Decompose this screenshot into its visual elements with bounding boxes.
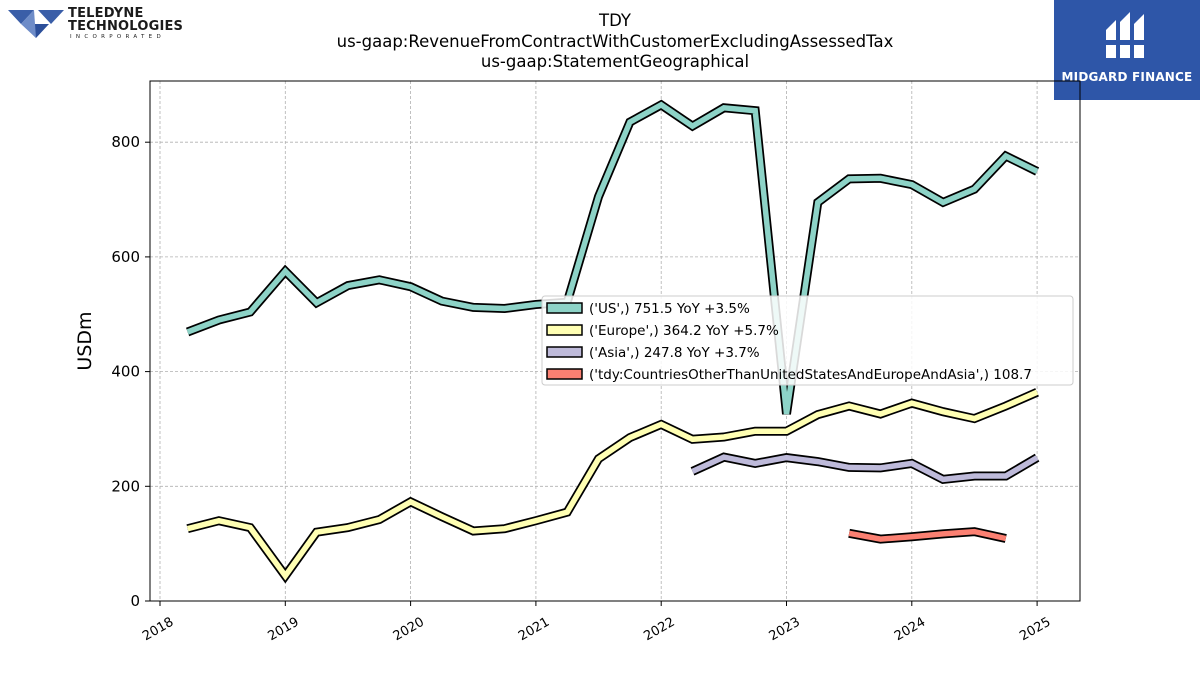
legend-label-0: ('US',) 751.5 YoY +3.5% bbox=[589, 301, 750, 317]
y-tick-label: 800 bbox=[111, 133, 140, 151]
legend-box bbox=[541, 295, 1074, 386]
series-line-3 bbox=[848, 528, 1007, 542]
x-tick-label: 2020 bbox=[391, 615, 427, 645]
teledyne-logo-line3: INCORPORATED bbox=[70, 34, 165, 40]
teledyne-emblem-icon bbox=[8, 10, 64, 38]
midgard-finance-logo: MIDGARD FINANCE bbox=[1054, 0, 1200, 100]
legend-swatch-0 bbox=[546, 302, 583, 314]
teledyne-logo-line2: TECHNOLOGIES bbox=[68, 19, 184, 34]
y-tick-label: 200 bbox=[111, 477, 140, 495]
chart-subtitle-concept: us-gaap:RevenueFromContractWithCustomerE… bbox=[336, 32, 894, 51]
chart-subtitle-axis: us-gaap:StatementGeographical bbox=[480, 52, 750, 71]
x-tick-label: 2024 bbox=[892, 615, 928, 645]
y-tick-label: 0 bbox=[130, 592, 140, 610]
midgard-brand-text: MIDGARD FINANCE bbox=[1061, 70, 1193, 84]
plot-frame bbox=[149, 80, 1081, 602]
series-line-0 bbox=[186, 101, 1039, 415]
series-line-1 bbox=[186, 389, 1039, 581]
series-outline-1 bbox=[186, 388, 1039, 584]
legend-swatch-3 bbox=[546, 368, 583, 380]
series-line-2 bbox=[691, 454, 1039, 483]
x-tick-label: 2018 bbox=[140, 615, 176, 645]
x-tick-label: 2025 bbox=[1017, 615, 1053, 645]
x-tick-label: 2023 bbox=[767, 615, 803, 645]
legend-swatch-1 bbox=[546, 324, 583, 336]
y-axis-label: USDm bbox=[74, 311, 96, 370]
chart-title: TDY bbox=[599, 11, 631, 30]
legend: ('US',) 751.5 YoY +3.5% ('Europe',) 364.2… bbox=[541, 295, 1074, 386]
y-tick-label: 400 bbox=[111, 363, 140, 381]
legend-swatch-2 bbox=[546, 346, 583, 358]
teledyne-logo: TELEDYNE TECHNOLOGIES INCORPORATED bbox=[6, 6, 183, 44]
x-tick-label: 2022 bbox=[641, 615, 677, 645]
teledyne-logo-line1: TELEDYNE bbox=[68, 6, 144, 21]
x-tick-label: 2021 bbox=[516, 615, 552, 645]
legend-label-3: ('tdy:CountriesOtherThanUnitedStatesAndE… bbox=[589, 367, 1032, 383]
x-tick-label: 2019 bbox=[265, 615, 301, 645]
y-tick-label: 600 bbox=[111, 248, 140, 266]
midgard-emblem-icon bbox=[1104, 12, 1148, 58]
legend-label-2: ('Asia',) 247.8 YoY +3.7% bbox=[589, 345, 760, 361]
legend-label-1: ('Europe',) 364.2 YoY +5.7% bbox=[589, 323, 779, 339]
series-layer bbox=[185, 99, 1040, 584]
